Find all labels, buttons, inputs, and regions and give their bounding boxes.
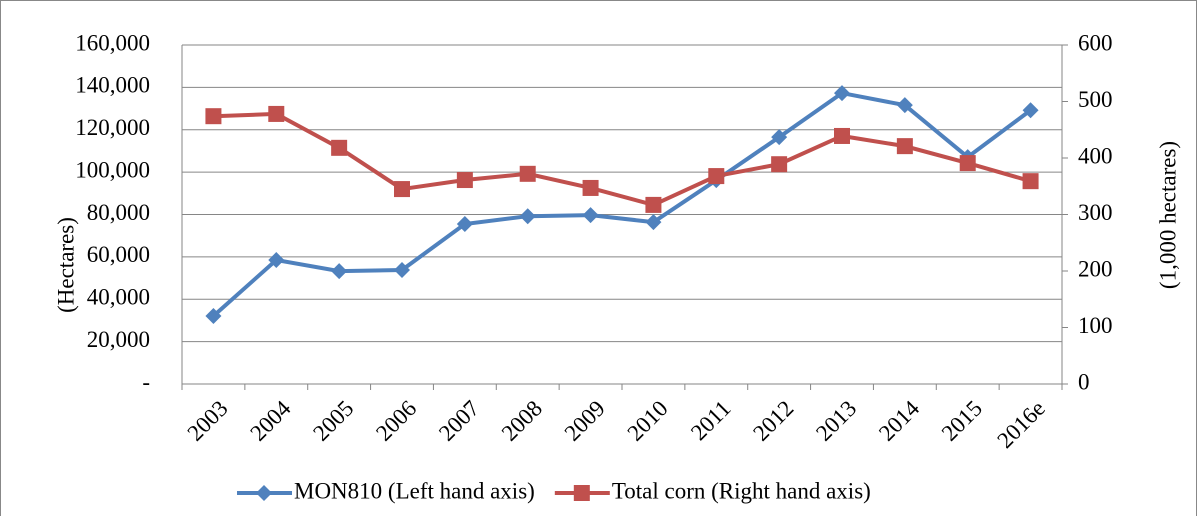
point (645, 214, 662, 231)
legend-marker (573, 485, 590, 501)
series-line (212, 90, 1032, 318)
x-tick-label: 2014 (874, 395, 925, 446)
point (519, 208, 536, 225)
series-line (213, 111, 1032, 208)
y2-tick-label: 400 (1078, 143, 1113, 168)
legend-item: MON810 (Left hand axis) (237, 478, 535, 503)
legend-label: Total corn (Right hand axis) (612, 478, 871, 503)
point (1022, 102, 1039, 119)
point (205, 108, 222, 125)
y-tick-label: 120,000 (75, 115, 150, 140)
point (331, 263, 348, 280)
y2-tick-label: 0 (1078, 369, 1090, 394)
y-tick-label: 40,000 (87, 285, 150, 310)
y2-tick-label: 300 (1078, 200, 1113, 225)
y2-tick-label: 500 (1078, 87, 1113, 112)
x-tick-label: 2012 (748, 396, 798, 446)
x-tick-label: 2013 (811, 396, 861, 446)
point (268, 105, 285, 122)
point (394, 181, 410, 198)
point (394, 262, 410, 279)
x-tick-label: 2016e (992, 396, 1049, 453)
point (205, 307, 222, 324)
x-tick-label: 2004 (245, 395, 296, 446)
y-axis-label: (Hectares) (53, 217, 78, 313)
x-tick-label: 2008 (497, 396, 547, 446)
point (582, 207, 599, 224)
y-tick-label: 60,000 (87, 242, 150, 267)
point (834, 85, 850, 102)
point (834, 127, 850, 144)
point (708, 168, 725, 185)
x-tick-label: 2003 (182, 396, 232, 446)
x-tick-label: 2005 (308, 396, 358, 446)
point (268, 252, 285, 269)
point (519, 165, 536, 182)
legend-item: Total corn (Right hand axis) (554, 478, 871, 503)
y-tick-label: 100,000 (75, 157, 150, 182)
x-tick-label: 2009 (560, 396, 610, 446)
y-tick-label: 20,000 (87, 327, 150, 352)
point (582, 179, 599, 196)
point (771, 156, 788, 173)
y2-tick-label: 600 (1078, 30, 1113, 55)
point (959, 155, 976, 172)
x-tick-label: 2006 (371, 396, 421, 446)
y-tick-label: - (142, 369, 150, 394)
point (645, 196, 662, 213)
point (331, 139, 348, 156)
x-tick-label: 2007 (434, 396, 484, 446)
legend-label: MON810 (Left hand axis) (294, 478, 535, 503)
x-tick-label: 2011 (686, 396, 736, 446)
point (771, 129, 788, 146)
point (456, 216, 473, 233)
y-tick-label: 160,000 (75, 30, 150, 55)
y-tick-label: 140,000 (75, 73, 150, 98)
point (456, 172, 473, 189)
point (896, 97, 913, 114)
point (1022, 173, 1039, 190)
x-tick-label: 2010 (622, 396, 672, 446)
point (896, 138, 913, 155)
y2-axis-label: (1,000 hectares) (1155, 141, 1180, 289)
y2-tick-label: 200 (1078, 256, 1113, 281)
x-tick-label: 2015 (937, 396, 987, 446)
y-tick-label: 80,000 (87, 200, 150, 225)
y2-tick-label: 100 (1078, 313, 1113, 338)
legend-marker (256, 485, 272, 501)
